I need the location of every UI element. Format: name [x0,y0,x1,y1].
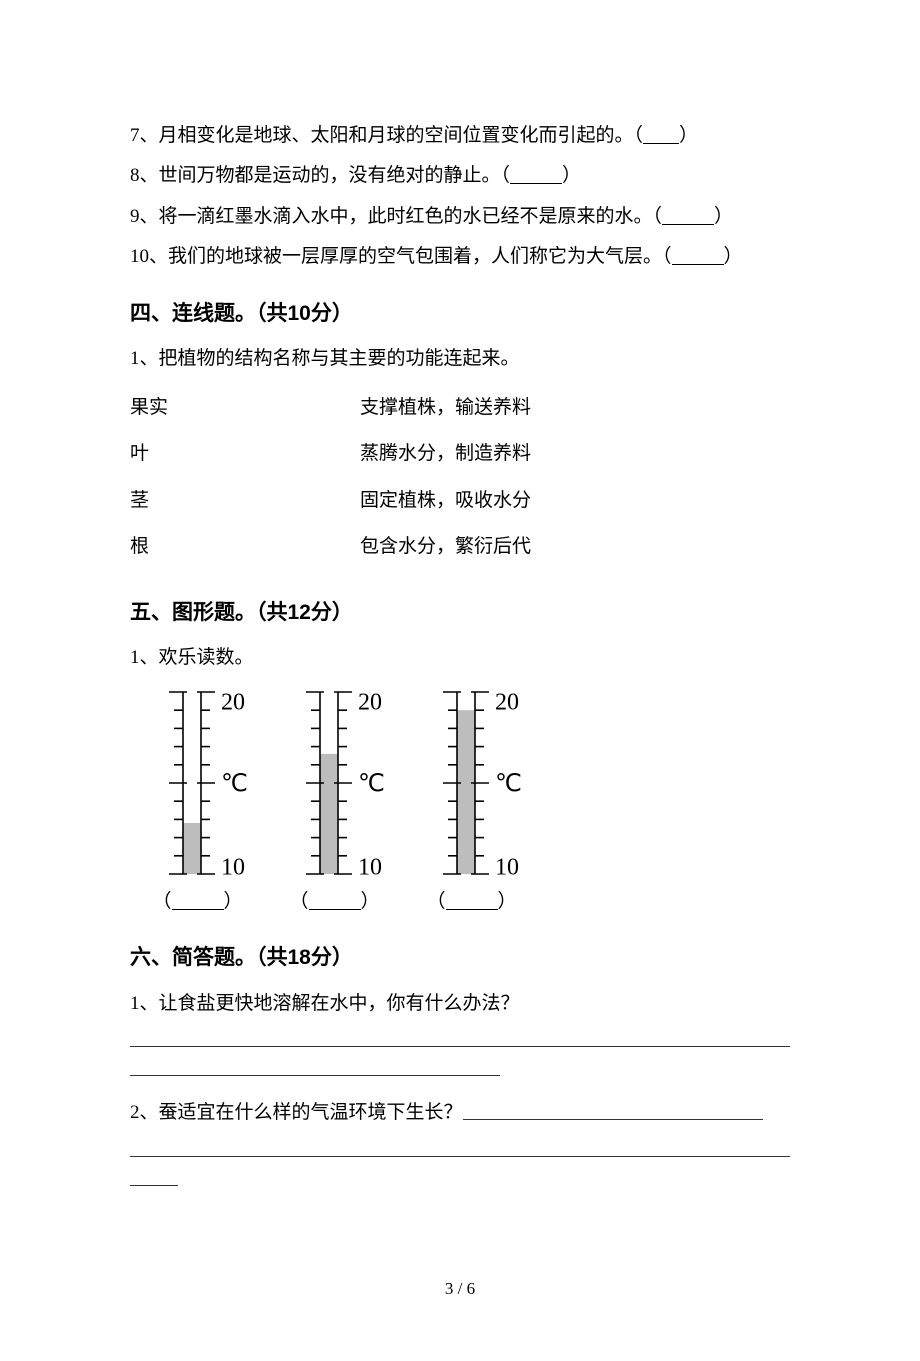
thermometer: 20 ℃ 10 （） [404,684,539,916]
match-right[interactable]: 固定植株，吸收水分 [360,478,531,525]
thermometer-answer[interactable]: （） [152,887,242,916]
svg-text:℃: ℃ [358,771,385,797]
match-row: 茎固定植株，吸收水分 [130,478,531,525]
judge-q10-text: 10、我们的地球被一层厚厚的空气包围着，人们称它为大气层。（ [130,246,672,267]
thermometer: 20 ℃ 10 （） [267,684,402,916]
judge-q9-text: 9、将一滴红墨水滴入水中，此时红色的水已经不是原来的水。（ [130,206,662,227]
section6-q2-line2[interactable] [130,1185,178,1186]
section6-q1-line1[interactable] [130,1046,790,1047]
section6-q2-tail-blank[interactable] [463,1100,763,1120]
svg-text:20: 20 [495,689,519,715]
match-left[interactable]: 茎 [130,478,360,525]
match-left[interactable]: 根 [130,524,360,571]
page-number: 3 / 6 [130,1276,790,1302]
section6-q2-line1[interactable] [130,1156,790,1157]
section6-heading: 六、简答题。（共18分） [130,942,790,974]
judge-q8-end: ） [562,165,581,186]
thermometer-answer[interactable]: （） [289,887,379,916]
section6-q1-line2[interactable] [130,1075,500,1076]
section4-heading: 四、连线题。（共10分） [130,298,790,330]
match-row: 根包含水分，繁衍后代 [130,524,531,571]
judge-q10: 10、我们的地球被一层厚厚的空气包围着，人们称它为大气层。（ ） [130,242,790,271]
thermometer: 20 ℃ 10 （） [130,684,265,916]
section5-heading: 五、图形题。（共12分） [130,597,790,629]
judge-q9-end: ） [714,206,733,227]
match-left[interactable]: 果实 [130,385,360,432]
svg-text:10: 10 [358,854,382,879]
svg-text:℃: ℃ [495,771,522,797]
judge-q7: 7、月相变化是地球、太阳和月球的空间位置变化而引起的。（ ） [130,121,790,150]
thermometer-svg: 20 ℃ 10 [404,684,539,879]
svg-text:20: 20 [221,689,245,715]
thermometer-svg: 20 ℃ 10 [267,684,402,879]
match-right[interactable]: 支撑植株，输送养料 [360,385,531,432]
judge-q8-text: 8、世间万物都是运动的，没有绝对的静止。（ [130,165,510,186]
svg-text:10: 10 [221,854,245,879]
section5-prompt: 1、欢乐读数。 [130,644,790,673]
svg-text:10: 10 [495,854,519,879]
judge-q9-blank[interactable] [662,205,714,225]
match-row: 叶蒸腾水分，制造养料 [130,431,531,478]
svg-text:℃: ℃ [221,771,248,797]
section6-q2-text: 2、蚕适宜在什么样的气温环境下生长？ [130,1102,463,1123]
match-left[interactable]: 叶 [130,431,360,478]
section6-q2: 2、蚕适宜在什么样的气温环境下生长？ [130,1098,790,1127]
judge-q9: 9、将一滴红墨水滴入水中，此时红色的水已经不是原来的水。（ ） [130,202,790,231]
thermometer-answer[interactable]: （） [426,887,516,916]
match-right[interactable]: 包含水分，繁衍后代 [360,524,531,571]
section6-q1: 1、让食盐更快地溶解在水中，你有什么办法？ [130,990,790,1019]
judge-q8: 8、世间万物都是运动的，没有绝对的静止。（ ） [130,161,790,190]
svg-text:20: 20 [358,689,382,715]
match-table: 果实支撑植株，输送养料叶蒸腾水分，制造养料茎固定植株，吸收水分根包含水分，繁衍后… [130,385,531,571]
match-right[interactable]: 蒸腾水分，制造养料 [360,431,531,478]
judge-q10-end: ） [724,246,743,267]
match-row: 果实支撑植株，输送养料 [130,385,531,432]
section4-prompt: 1、把植物的结构名称与其主要的功能连起来。 [130,345,790,374]
judge-q7-end: ） [679,125,698,146]
judge-q10-blank[interactable] [672,245,724,265]
thermometer-svg: 20 ℃ 10 [130,684,265,879]
judge-q7-text: 7、月相变化是地球、太阳和月球的空间位置变化而引起的。（ [130,125,643,146]
judge-q7-blank[interactable] [643,124,679,144]
thermometer-row: 20 ℃ 10 （） 20 ℃ 10 （） 20 ℃ 10 （） [130,684,790,916]
judge-q8-blank[interactable] [510,164,562,184]
